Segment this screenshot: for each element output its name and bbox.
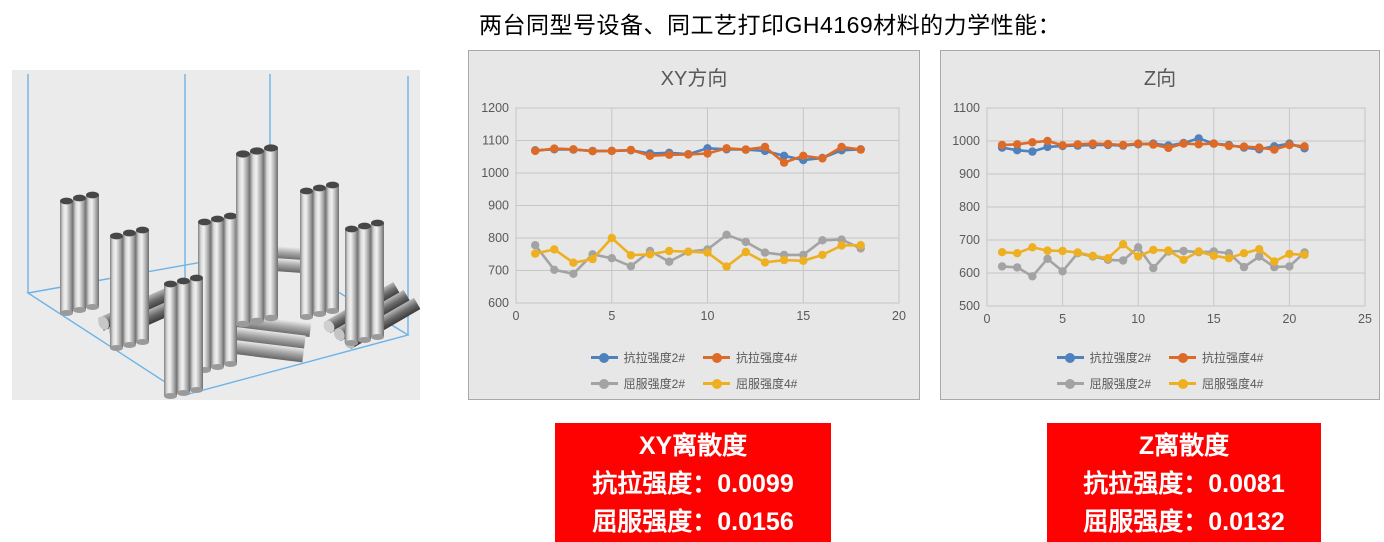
legend-label: 抗拉强度2# [623, 350, 685, 365]
legend-item: 抗拉强度2# [590, 345, 685, 371]
legend-marker-icon [1169, 352, 1196, 363]
svg-text:10: 10 [1131, 312, 1145, 326]
legend-label: 抗拉强度4# [736, 350, 798, 365]
page-title: 两台同型号设备、同工艺打印GH4169材料的力学性能： [479, 12, 1062, 38]
legend-item: 抗拉强度2# [1056, 345, 1151, 371]
svg-text:5: 5 [1059, 312, 1066, 326]
svg-text:900: 900 [959, 167, 980, 181]
svg-text:700: 700 [488, 264, 509, 278]
svg-text:900: 900 [488, 199, 509, 213]
summary-box-z: Z离散度 抗拉强度：0.0081 屈服强度：0.0132 [1047, 423, 1321, 542]
chart-panel-z: 0 5 10 15 20 25 500 600 700 800 900 1000 1100 Z向 抗拉强… [940, 50, 1380, 400]
svg-text:0: 0 [984, 312, 991, 326]
summary-box-z-tensile: 抗拉强度：0.0081 [1083, 470, 1285, 498]
legend-item: 抗拉强度4# [1169, 345, 1263, 371]
svg-text:800: 800 [959, 200, 980, 214]
legend-label: 抗拉强度2# [1089, 350, 1151, 365]
legend-label: 屈服强度4# [736, 376, 798, 391]
chart-legend-z: 抗拉强度2# 抗拉强度4# 屈服强度2# 屈服强度4# [941, 342, 1379, 394]
svg-text:1200: 1200 [481, 101, 509, 115]
chart-legend-xy: 抗拉强度2# 抗拉强度4# 屈服强度2# 屈服强度4# [469, 342, 919, 394]
legend-marker-icon [590, 378, 618, 389]
svg-text:700: 700 [959, 233, 980, 247]
svg-text:1000: 1000 [952, 134, 980, 148]
summary-box-z-yield: 屈服强度：0.0132 [1083, 508, 1285, 536]
legend-label: 抗拉强度4# [1202, 350, 1264, 365]
svg-text:15: 15 [796, 309, 810, 323]
xy-chart-plot: 0 5 10 15 20 600 700 800 900 1000 1100 1200 [481, 101, 906, 323]
svg-text:800: 800 [488, 231, 509, 245]
svg-text:20: 20 [892, 309, 906, 323]
legend-marker-icon [1169, 378, 1196, 389]
legend-marker-icon [1056, 378, 1084, 389]
legend-marker-icon [703, 378, 730, 389]
svg-text:5: 5 [608, 309, 615, 323]
legend-item: 屈服强度4# [1169, 371, 1263, 397]
svg-text:500: 500 [959, 299, 980, 313]
legend-label: 屈服强度2# [623, 376, 685, 391]
svg-text:1100: 1100 [953, 101, 980, 115]
vertical-cylinders [60, 144, 384, 399]
legend-marker-icon [590, 352, 618, 363]
summary-box-xy-yield: 屈服强度：0.0156 [592, 508, 794, 536]
summary-box-xy-title: XY离散度 [638, 432, 748, 460]
summary-box-xy-tensile: 抗拉强度：0.0099 [592, 470, 794, 498]
summary-box-z-title: Z离散度 [1138, 432, 1230, 460]
chart-panel-xy: 0 5 10 15 20 600 700 800 900 1000 1100 1200 XY方向 抗拉… [468, 50, 920, 400]
svg-text:1100: 1100 [482, 134, 509, 148]
svg-text:600: 600 [959, 266, 980, 280]
svg-text:25: 25 [1358, 312, 1372, 326]
legend-label: 屈服强度2# [1089, 376, 1151, 391]
build-preview-svg [12, 70, 421, 400]
svg-text:0: 0 [513, 309, 520, 323]
chart-title-xy: XY方向 [660, 68, 728, 90]
chart-title-z: Z向 [1143, 68, 1177, 90]
build-preview-3d [12, 70, 421, 400]
svg-text:20: 20 [1282, 312, 1296, 326]
legend-item: 抗拉强度4# [703, 345, 797, 371]
svg-text:10: 10 [701, 309, 715, 323]
svg-text:600: 600 [488, 296, 509, 310]
svg-text:15: 15 [1207, 312, 1221, 326]
svg-text:1000: 1000 [481, 166, 509, 180]
legend-item: 屈服强度2# [590, 371, 685, 397]
legend-label: 屈服强度4# [1202, 376, 1264, 391]
legend-marker-icon [1056, 352, 1084, 363]
legend-marker-icon [703, 352, 730, 363]
legend-item: 屈服强度4# [703, 371, 797, 397]
summary-box-xy: XY离散度 抗拉强度：0.0099 屈服强度：0.0156 [555, 423, 831, 542]
z-chart-plot: 0 5 10 15 20 25 500 600 700 800 900 1000 1100 [952, 101, 1372, 326]
legend-item: 屈服强度2# [1056, 371, 1151, 397]
